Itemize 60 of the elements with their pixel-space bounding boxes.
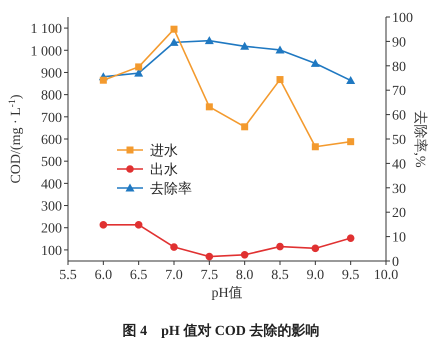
point [170, 38, 178, 46]
point [206, 252, 214, 260]
point [276, 242, 284, 250]
y2-tick-label: 60 [392, 108, 406, 124]
y-tick-label: 1 100 [30, 22, 62, 38]
y2-tick-label: 20 [392, 206, 406, 222]
legend-label: 出水 [150, 162, 178, 178]
x-tick-label: 7.5 [200, 268, 218, 283]
point [204, 36, 214, 44]
point [276, 45, 284, 54]
y2-tick-label: 70 [392, 84, 406, 100]
y2-tick-label: 80 [392, 60, 406, 75]
point [100, 221, 108, 229]
y2-tick-label: 40 [392, 157, 406, 172]
x-tick-label: 6.5 [130, 268, 148, 283]
point [346, 76, 356, 84]
y2-tick-label: 30 [392, 182, 406, 197]
x-tick-label: 9.5 [342, 268, 360, 283]
y2-tick-label: 50 [392, 133, 406, 148]
point [312, 244, 320, 252]
y2-axis-title: 去除率,% [412, 110, 428, 168]
y-tick-label: 200 [41, 222, 62, 237]
point [312, 143, 319, 150]
y2-tick-label: 90 [392, 35, 406, 50]
point [346, 234, 354, 242]
point [170, 26, 178, 33]
y2-tick-label: 10 [392, 230, 406, 246]
point [240, 250, 248, 259]
legend-label: 去除率 [150, 181, 192, 197]
y-tick-label: 1 000 [30, 44, 62, 60]
x-tick-label: 8.5 [271, 268, 289, 283]
point [240, 42, 250, 50]
text: 图 4 pH 值对 COD 去除的影响 [122, 323, 320, 339]
point [100, 76, 107, 84]
x-tick-label: 7.0 [165, 268, 183, 283]
y-tick-label: 500 [41, 155, 62, 170]
legend-label: 进水 [150, 143, 178, 159]
point [276, 76, 284, 84]
point [310, 58, 320, 67]
point [170, 243, 178, 251]
y-tick-label: 700 [41, 110, 62, 126]
point [135, 63, 142, 70]
y-tick-label: 600 [41, 133, 62, 148]
x-tick-label: 10.0 [374, 268, 398, 283]
y2-tick-label: 100 [392, 11, 413, 26]
point [206, 103, 213, 110]
point [241, 123, 248, 130]
y-tick-label: 400 [41, 177, 62, 192]
y-tick-label: 800 [41, 88, 62, 104]
y-tick-label: 100 [41, 244, 62, 259]
point [347, 138, 354, 146]
x-tick-label: 9.0 [306, 268, 324, 283]
x-tick-label: 8.0 [236, 268, 254, 283]
point [134, 221, 142, 229]
x-tick-label: 5.5 [59, 268, 77, 283]
x-tick-label: 6.0 [94, 268, 112, 283]
x-axis-title: pH值 [211, 285, 243, 301]
y-tick-label: 300 [41, 200, 62, 215]
y2-tick-label: 0 [392, 255, 399, 270]
y-tick-label: 900 [41, 66, 62, 82]
